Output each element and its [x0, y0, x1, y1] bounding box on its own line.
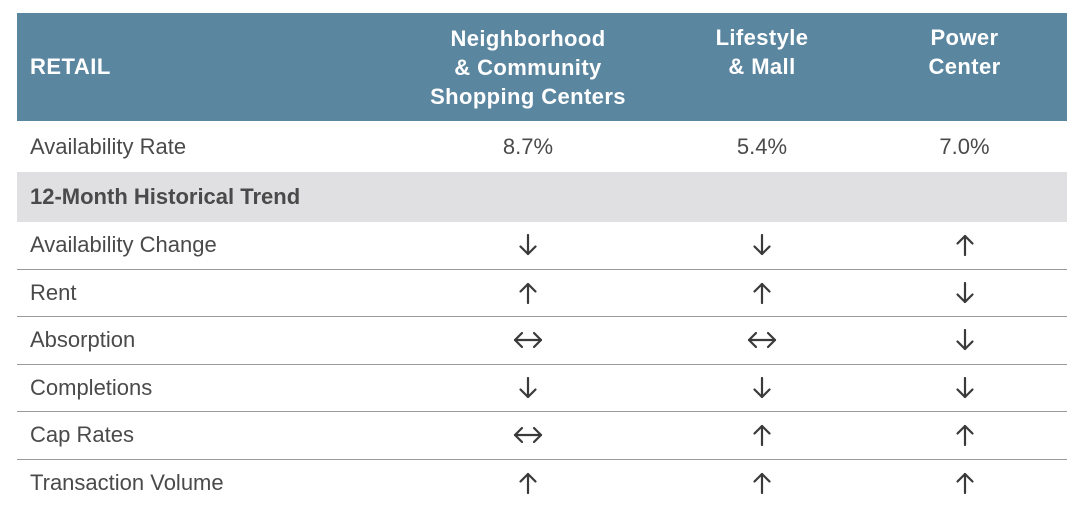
availability-value: 8.7%	[502, 133, 554, 159]
trend-cell	[862, 424, 1067, 447]
arrow-up-icon	[519, 473, 537, 495]
arrow-down-icon	[519, 376, 537, 398]
arrow-up-icon	[753, 282, 771, 304]
table-row: Transaction Volume	[17, 460, 1067, 508]
arrow-down-icon	[955, 329, 974, 351]
column-header-line: Center	[928, 54, 1001, 79]
retail-table: RETAIL Neighborhood & Community Shopping…	[17, 13, 1067, 507]
column-header-line: & Mall	[728, 54, 796, 79]
arrow-down-icon	[955, 376, 974, 398]
column-header-lifestyle: Lifestyle & Mall	[662, 13, 862, 121]
availability-value: 7.0%	[939, 133, 990, 159]
row-label: Completions	[30, 374, 153, 400]
table-header: RETAIL Neighborhood & Community Shopping…	[17, 13, 1067, 121]
arrow-up-icon	[955, 473, 974, 495]
arrow-up-icon	[753, 473, 771, 495]
trend-cell	[394, 331, 662, 349]
trend-cell	[862, 472, 1067, 495]
column-header-line: Neighborhood	[450, 25, 606, 51]
trend-cell	[662, 472, 862, 495]
arrow-up-icon	[519, 282, 537, 304]
table-row: Availability Change	[17, 222, 1067, 270]
arrow-down-icon	[753, 234, 771, 256]
trend-cell	[862, 281, 1067, 304]
arrow-up-icon	[955, 235, 974, 257]
column-header-line: Shopping Centers	[430, 83, 626, 109]
table-row: Rent	[17, 270, 1067, 317]
column-header-power: Power Center	[862, 13, 1067, 121]
table-row: Absorption	[17, 317, 1067, 365]
column-header-line: & Community	[454, 54, 602, 80]
row-label: Cap Rates	[30, 422, 134, 448]
trend-cell	[394, 376, 662, 399]
trend-cell	[662, 424, 862, 447]
trend-cell	[862, 329, 1067, 351]
trend-cell	[394, 472, 662, 495]
column-header-neighborhood: Neighborhood & Community Shopping Center…	[394, 13, 662, 121]
trend-cell	[662, 331, 862, 349]
trend-cell	[662, 376, 862, 399]
column-header-line: Lifestyle	[715, 25, 809, 50]
trend-cell	[662, 234, 862, 256]
arrow-left-right-icon	[513, 427, 543, 444]
row-label: Transaction Volume	[30, 470, 224, 496]
arrow-up-icon	[753, 425, 771, 447]
trend-cell	[394, 426, 662, 444]
row-label: Availability Change	[30, 232, 217, 258]
trend-cell	[862, 376, 1067, 399]
table-title: RETAIL	[30, 54, 111, 79]
table-row: Cap Rates	[17, 412, 1067, 460]
column-header-line: Power	[930, 25, 999, 50]
trend-cell	[862, 234, 1067, 257]
trend-rows: Availability Change Rent Absorption Complet…	[17, 222, 1067, 507]
arrow-down-icon	[519, 234, 537, 256]
availability-row: Availability Rate 8.7% 5.4% 7.0%	[17, 121, 1067, 172]
table-row: Completions	[17, 365, 1067, 412]
arrow-left-right-icon	[513, 332, 543, 349]
arrow-left-right-icon	[747, 332, 777, 349]
trend-cell	[394, 282, 662, 304]
row-label: Rent	[30, 279, 77, 305]
arrow-down-icon	[753, 376, 771, 398]
arrow-up-icon	[955, 425, 974, 447]
trend-cell	[662, 282, 862, 304]
availability-value: 5.4%	[736, 133, 788, 159]
row-label: Absorption	[30, 327, 136, 353]
row-label: Availability Rate	[30, 133, 187, 159]
trend-cell	[394, 234, 662, 256]
section-title: 12-Month Historical Trend	[17, 172, 1067, 222]
arrow-down-icon	[955, 281, 974, 303]
